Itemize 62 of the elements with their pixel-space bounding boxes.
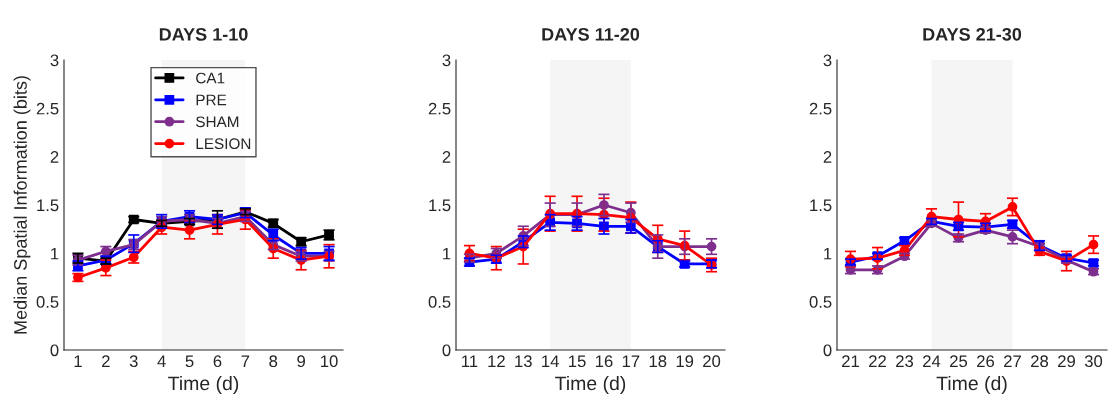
x-tick-label: 6 xyxy=(213,355,222,368)
x-tick-label: 16 xyxy=(595,355,613,368)
chart-title: DAYS 11-20 xyxy=(542,27,640,41)
x-tick-label: 21 xyxy=(842,355,859,367)
x-tick-label: 5 xyxy=(185,355,194,368)
x-tick-label: 13 xyxy=(515,355,532,368)
x-tick-label: 3 xyxy=(129,355,138,368)
x-tick-label: 29 xyxy=(1058,355,1075,368)
x-tick-label: 20 xyxy=(703,355,721,368)
x-axis-title: Time (d) xyxy=(555,375,626,395)
x-tick-label: 8 xyxy=(269,355,278,368)
chart-title: DAYS 21-30 xyxy=(923,27,1022,41)
y-tick-label: 0.5 xyxy=(36,296,59,308)
x-tick-label: 23 xyxy=(896,355,914,368)
x-tick-label: 19 xyxy=(676,355,694,368)
y-tick-label: 0 xyxy=(442,344,451,357)
y-tick-label: 0.5 xyxy=(809,296,832,308)
x-tick-label: 2 xyxy=(102,355,110,367)
y-tick-label: 2 xyxy=(823,151,832,163)
x-tick-label: 15 xyxy=(569,355,586,368)
x-tick-label: 4 xyxy=(157,355,166,367)
legend-label: CA1 xyxy=(196,72,225,84)
y-tick-label: 2.5 xyxy=(36,102,59,115)
y-tick-label: 1.5 xyxy=(429,199,451,212)
x-tick-label: 26 xyxy=(977,355,995,368)
y-tick-label: 2 xyxy=(50,151,59,163)
y-tick-label: 2.5 xyxy=(428,102,451,115)
x-axis-title: Time (d) xyxy=(168,375,239,395)
x-tick-label: 10 xyxy=(321,355,338,368)
x-tick-label: 9 xyxy=(297,355,305,368)
x-tick-label: 12 xyxy=(488,355,505,367)
x-tick-label: 25 xyxy=(950,355,968,368)
x-tick-label: 17 xyxy=(622,355,640,367)
y-tick-label: 1 xyxy=(824,247,832,260)
legend-label: SHAM xyxy=(196,116,239,128)
y-tick-label: 2.5 xyxy=(809,102,832,115)
x-tick-label: 28 xyxy=(1031,355,1049,368)
y-tick-label: 0 xyxy=(50,344,59,357)
x-tick-label: 27 xyxy=(1004,355,1021,367)
y-tick-label: 3 xyxy=(442,54,451,67)
y-tick-label: 1.5 xyxy=(37,199,59,212)
y-tick-label: 1 xyxy=(443,247,451,260)
y-tick-label: 3 xyxy=(50,54,59,67)
y-tick-label: 0 xyxy=(823,344,832,357)
x-tick-label: 30 xyxy=(1084,355,1103,368)
y-tick-label: 1 xyxy=(51,247,59,260)
legend-label: LESION xyxy=(196,138,251,150)
x-tick-label: 7 xyxy=(241,355,250,367)
y-tick-label: 2 xyxy=(442,151,451,163)
x-tick-label: 14 xyxy=(542,355,559,367)
x-tick-label: 1 xyxy=(74,355,82,367)
y-tick-label: 0.5 xyxy=(428,296,451,308)
x-tick-label: 24 xyxy=(923,355,941,367)
x-axis-title: Time (d) xyxy=(936,375,1007,395)
y-tick-label: 3 xyxy=(823,54,832,67)
y-tick-label: 1.5 xyxy=(810,199,832,212)
y-axis-title: Median Spatial Information (bits) xyxy=(13,76,31,334)
legend-label: PRE xyxy=(196,94,227,106)
x-tick-label: 18 xyxy=(649,355,667,368)
chart-title: DAYS 1-10 xyxy=(159,27,248,41)
x-tick-label: 22 xyxy=(869,355,886,367)
x-tick-label: 11 xyxy=(462,355,478,367)
